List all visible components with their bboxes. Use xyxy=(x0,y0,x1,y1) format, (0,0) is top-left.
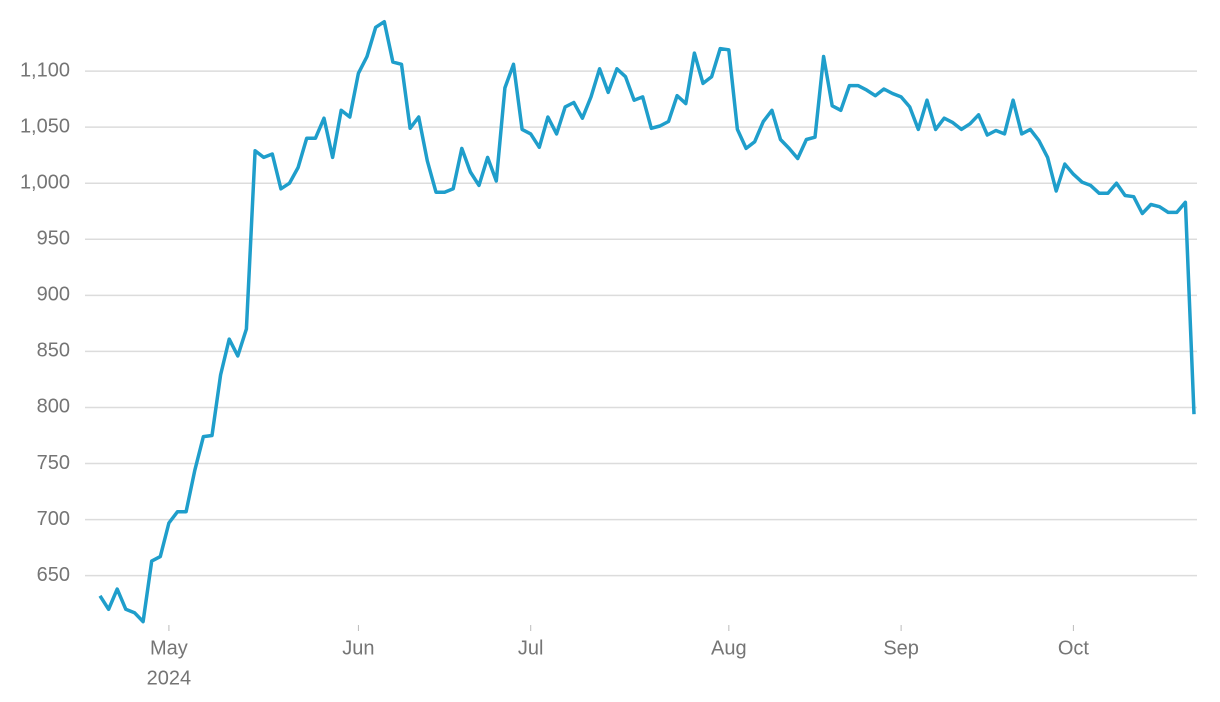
y-tick-label: 1,000 xyxy=(20,171,70,193)
y-tick-label: 1,100 xyxy=(20,59,70,81)
y-tick-label: 850 xyxy=(37,340,70,362)
x-tick-label: Aug xyxy=(711,637,747,659)
x-tick-label: May xyxy=(150,637,188,659)
y-tick-label: 1,050 xyxy=(20,115,70,137)
y-tick-label: 650 xyxy=(37,564,70,586)
y-tick-label: 900 xyxy=(37,284,70,306)
y-tick-label: 750 xyxy=(37,452,70,474)
y-tick-label: 950 xyxy=(37,228,70,250)
line xyxy=(98,19,1196,624)
year-label: 2024 xyxy=(147,667,192,689)
y-tick-label: 800 xyxy=(37,396,70,418)
x-tick-label: Jul xyxy=(518,637,544,659)
x-tick-label: Oct xyxy=(1058,637,1090,659)
x-tick-label: Sep xyxy=(883,637,919,659)
y-tick-label: 700 xyxy=(37,508,70,530)
x-tick-label: Jun xyxy=(342,637,374,659)
